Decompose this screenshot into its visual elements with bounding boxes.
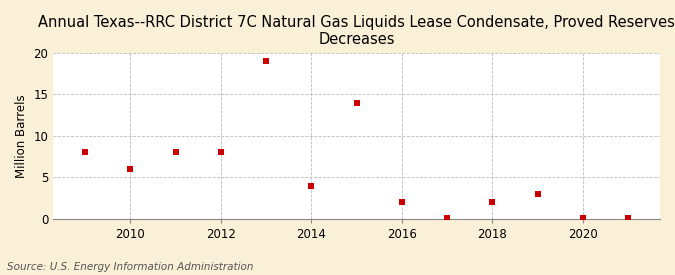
Title: Annual Texas--RRC District 7C Natural Gas Liquids Lease Condensate, Proved Reser: Annual Texas--RRC District 7C Natural Ga…: [38, 15, 675, 47]
Point: [125, 167, 136, 171]
Point: [487, 200, 498, 204]
Point: [396, 200, 407, 204]
Point: [215, 150, 226, 155]
Point: [533, 192, 543, 196]
Point: [442, 216, 453, 220]
Point: [578, 216, 589, 220]
Point: [623, 216, 634, 220]
Text: Source: U.S. Energy Information Administration: Source: U.S. Energy Information Administ…: [7, 262, 253, 272]
Point: [80, 150, 90, 155]
Point: [351, 100, 362, 105]
Point: [261, 59, 271, 63]
Point: [170, 150, 181, 155]
Point: [306, 183, 317, 188]
Y-axis label: Million Barrels: Million Barrels: [15, 94, 28, 178]
